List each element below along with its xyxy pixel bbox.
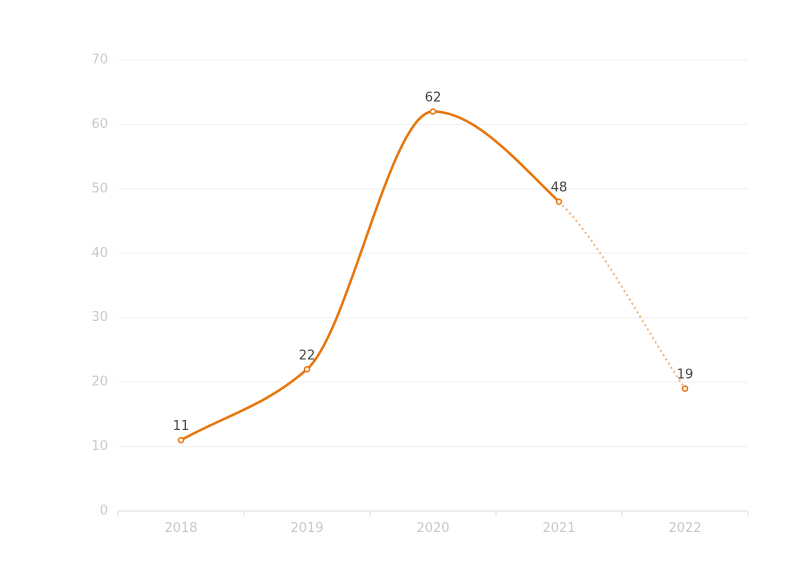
y-tick-label: 10 (91, 439, 108, 454)
y-tick-label: 20 (91, 375, 108, 390)
data-label: 11 (173, 419, 190, 434)
x-tick-label: 2020 (416, 521, 449, 536)
y-axis: 0 10 20 30 40 50 60 70 (91, 53, 108, 519)
series-line-forecast (558, 201, 686, 390)
y-tick-label: 50 (91, 181, 108, 196)
data-label: 48 (551, 181, 568, 196)
x-axis: 2018 2019 2020 2021 2022 (117, 510, 749, 536)
data-label: 62 (425, 91, 442, 106)
series-line-actual (179, 110, 561, 442)
data-label: 19 (677, 368, 694, 383)
data-labels: 11 22 62 48 19 (173, 91, 694, 435)
x-tick-label: 2019 (290, 521, 323, 536)
y-tick-label: 60 (91, 117, 108, 132)
x-tick-label: 2021 (542, 521, 575, 536)
y-tick-label: 30 (91, 310, 108, 325)
grid (118, 59, 748, 448)
series (177, 108, 689, 444)
y-tick-label: 40 (91, 246, 108, 261)
data-label: 22 (299, 348, 316, 363)
y-tick-label: 0 (100, 504, 108, 519)
x-tick-label: 2022 (668, 521, 701, 536)
data-point (177, 436, 185, 444)
x-tick-label: 2018 (164, 521, 197, 536)
data-point (429, 108, 437, 115)
data-point (681, 385, 689, 392)
data-point (555, 198, 563, 205)
data-point (303, 366, 311, 373)
y-tick-label: 70 (91, 53, 108, 68)
